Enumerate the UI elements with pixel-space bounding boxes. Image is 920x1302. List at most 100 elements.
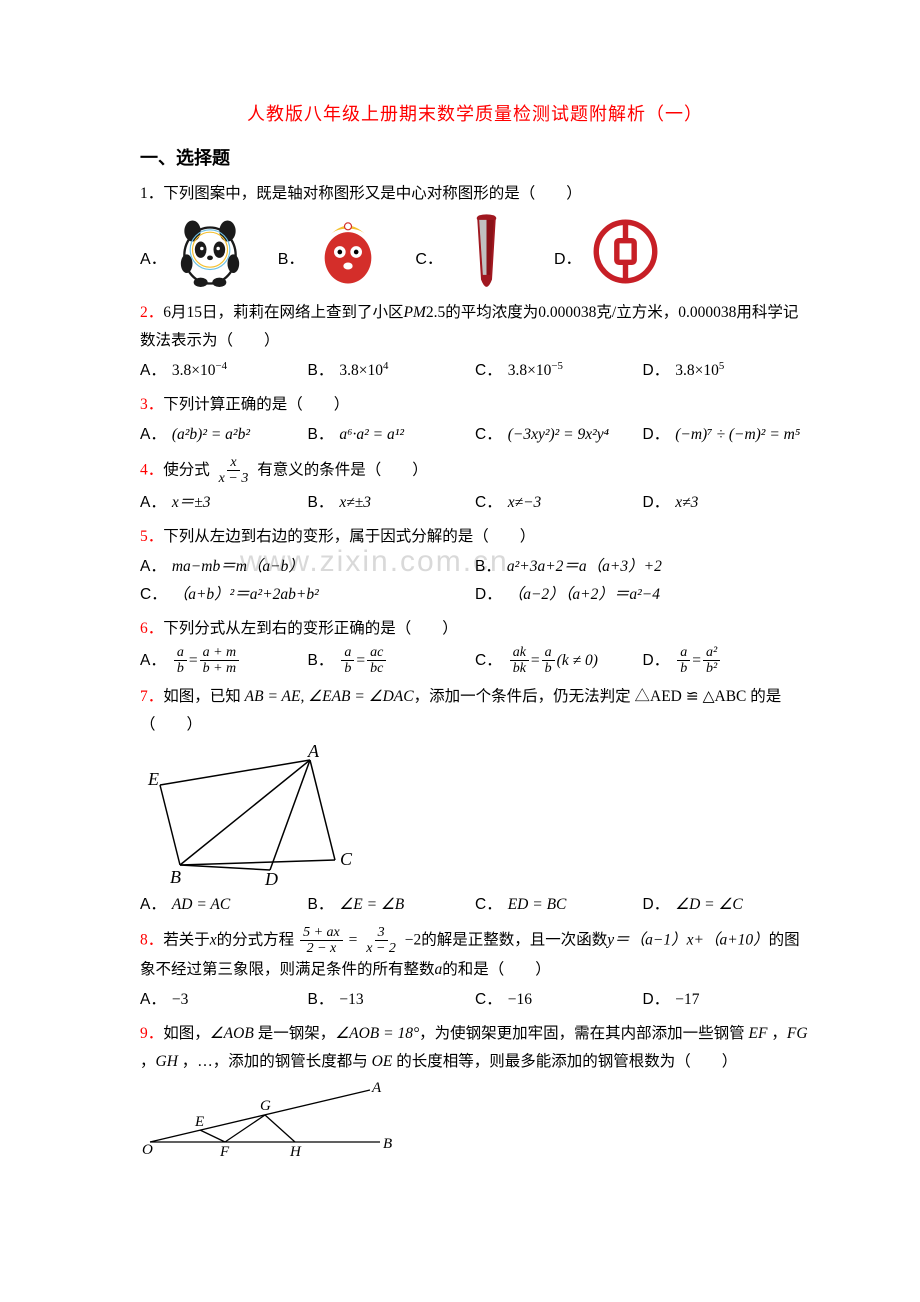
q1-options: A． B．: [140, 214, 810, 289]
bank-logo-icon: [588, 214, 663, 289]
q8-C-val: −16: [508, 986, 532, 1014]
q3-stem: 下列计算正确的是（ ）: [163, 396, 349, 413]
q1-B-label: B．: [278, 245, 305, 269]
q8-D-val: −17: [675, 986, 699, 1014]
q7-D-val: ∠D = ∠C: [675, 891, 743, 919]
q9-stem-b: 是一钢架，: [254, 1025, 335, 1042]
q2-stem-a: 6月15日，莉莉在网络上查到了小区: [163, 304, 403, 321]
q7-label-E: E: [147, 769, 159, 789]
q9-c2: ，: [140, 1053, 156, 1070]
q4-A-val: x＝±3: [172, 489, 211, 517]
q8-B-val: −13: [339, 986, 363, 1014]
q3-C-val: (−3xy²)² = 9x²y⁴: [508, 421, 609, 449]
q2-A: A．3.8×10−4: [140, 357, 308, 385]
q5-num: 5．: [140, 528, 163, 545]
q2-line: 2．6月15日，莉莉在网络上查到了小区PM2.5的平均浓度为0.000038克/…: [140, 299, 810, 355]
q5-A-lbl: A．: [140, 553, 166, 581]
q3-B-lbl: B．: [308, 421, 334, 449]
q7-D-lbl: D．: [643, 891, 670, 919]
q3-line: 3．下列计算正确的是（ ）: [140, 391, 810, 419]
q1-A-label: A．: [140, 245, 167, 269]
q4-frac-den: x − 3: [216, 471, 252, 486]
q4-num: 4．: [140, 461, 163, 478]
q8-A-val: −3: [172, 986, 189, 1014]
q8-num: 8．: [140, 931, 163, 948]
olympic-torch-icon: [449, 214, 524, 289]
q5-C-val: （a+b）²＝a²+2ab+b²: [173, 581, 319, 609]
q8-yfun: y＝（a−1）x+（a+10）: [607, 931, 768, 948]
q2-options: A．3.8×10−4 B．3.8×104 C．3.8×10−5 D．3.8×10…: [140, 357, 810, 385]
q9-label-G: G: [260, 1098, 271, 1114]
q4-C-val: x≠−3: [508, 489, 542, 517]
section-heading: 一、选择题: [140, 144, 810, 170]
q7-options: A．AD = AC B．∠E = ∠B C．ED = BC D．∠D = ∠C: [140, 891, 810, 919]
q5-C: C．（a+b）²＝a²+2ab+b²: [140, 581, 475, 609]
q9-label-F: F: [219, 1144, 230, 1160]
q7-label-D: D: [264, 869, 278, 885]
q2-num: 2．: [140, 304, 163, 321]
q3-A: A．(a²b)² = a²b²: [140, 421, 308, 449]
q8-f2n: 3: [375, 925, 388, 941]
q6-B-rn: ac: [367, 645, 386, 661]
q8-f1d: 2 − x: [304, 941, 340, 956]
q2-B-val: 3.8×10: [339, 362, 383, 379]
q5-options: A．ma−mb＝m（a−b） B．a²+3a+2＝a（a+3）+2 C．（a+b…: [140, 553, 810, 609]
q3-A-val: (a²b)² = a²b²: [172, 421, 250, 449]
q4-D: D．x≠3: [643, 489, 811, 517]
q7-B: B．∠E = ∠B: [308, 891, 476, 919]
q3-D: D．(−m)⁷ ÷ (−m)² = m⁵: [643, 421, 811, 449]
q1-line: 1．下列图案中，既是轴对称图形又是中心对称图形的是（ ）: [140, 180, 810, 208]
q6-num: 6．: [140, 620, 163, 637]
q9-num: 9．: [140, 1025, 163, 1042]
q9-label-A: A: [371, 1082, 382, 1096]
q2-C-exp: −5: [551, 360, 563, 372]
q6-A-lbl: A．: [140, 647, 166, 675]
q9-oe: OE: [372, 1053, 393, 1070]
q6-C-ln: ak: [510, 645, 529, 661]
q5-A-val: ma−mb＝m（a−b）: [172, 553, 304, 581]
q2-pm: PM: [404, 304, 426, 321]
q9-figure: O E F G H A B: [140, 1082, 810, 1162]
q4-B-lbl: B．: [308, 489, 334, 517]
q6-D-rn: a²: [703, 645, 720, 661]
q6-A-ln: a: [174, 645, 187, 661]
q7-label-A: A: [307, 745, 320, 761]
q4-A: A．x＝±3: [140, 489, 308, 517]
q9-fg: FG: [787, 1025, 808, 1042]
q4-C-lbl: C．: [475, 489, 502, 517]
q1-D-label: D．: [554, 245, 582, 269]
q5-B-val: a²+3a+2＝a（a+3）+2: [507, 553, 662, 581]
q6-B-lbl: B．: [308, 647, 334, 675]
q9-label-O: O: [142, 1142, 153, 1158]
q6-C-rd: b: [542, 661, 555, 676]
q6-C-lbl: C．: [475, 647, 502, 675]
q3-B-val: a⁶·a² = a¹²: [339, 421, 404, 449]
q7-line: 7．如图，已知 AB = AE, ∠EAB = ∠DAC，添加一个条件后，仍无法…: [140, 683, 810, 739]
q7-stem-a: 如图，已知: [163, 688, 244, 705]
q6-A-rn: a + m: [200, 645, 240, 661]
q7-B-val: ∠E = ∠B: [339, 891, 404, 919]
q1-C-label: C．: [415, 245, 443, 269]
q9-stem-c: ，为使钢架更加牢固，需在其内部添加一些钢管: [419, 1025, 748, 1042]
q8-B-lbl: B．: [308, 986, 334, 1014]
q7-label-C: C: [340, 849, 353, 869]
q8-f2d: x − 2: [363, 941, 399, 956]
q5-C-lbl: C．: [140, 581, 167, 609]
q8-stem-b: 的分式方程: [217, 931, 295, 948]
q2-A-lbl: A．: [140, 357, 166, 385]
q9-aob2: ∠AOB = 18°: [335, 1025, 419, 1042]
q5-A: A．ma−mb＝m（a−b）: [140, 553, 475, 581]
q7-label-B: B: [170, 867, 181, 885]
q8-A: A．−3: [140, 986, 308, 1014]
q6-C-tail: (k ≠ 0): [557, 647, 598, 675]
q9-c1: ，: [767, 1025, 786, 1042]
q8-C-lbl: C．: [475, 986, 502, 1014]
q8-x: x: [210, 931, 217, 948]
q6-D-lbl: D．: [643, 647, 670, 675]
q2-C-val: 3.8×10: [508, 362, 552, 379]
q9-stem-d: ，…，添加的钢管长度都与: [178, 1053, 372, 1070]
q5-D-val: （a−2）（a+2）＝a²−4: [508, 581, 660, 609]
q8-stem-a: 若关于: [163, 931, 210, 948]
q7-figure: E A B C D: [140, 745, 810, 885]
q8-B: B．−13: [308, 986, 476, 1014]
